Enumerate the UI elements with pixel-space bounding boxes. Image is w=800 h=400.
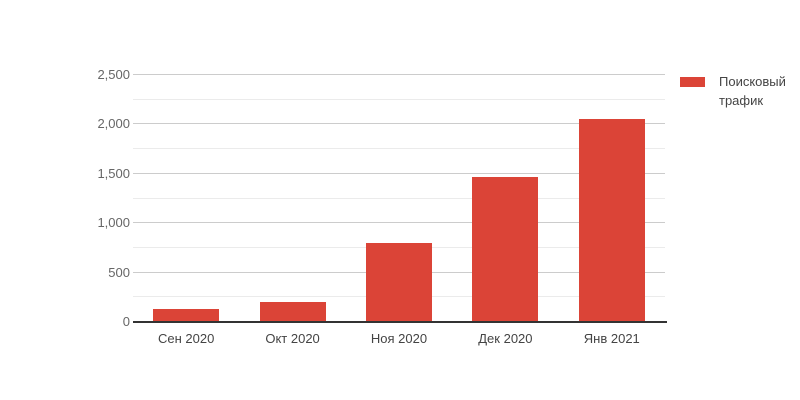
plot-area: [133, 74, 665, 322]
y-tick-label: 2,500: [97, 67, 130, 82]
y-tick-label: 1,000: [97, 215, 130, 231]
legend-label: Поисковый трафик: [719, 74, 786, 108]
x-tick-label: Окт 2020: [265, 331, 320, 346]
x-tick-label: Ноя 2020: [370, 331, 428, 346]
bar-Ноя 2020[interactable]: [366, 242, 432, 322]
x-axis-line: [133, 321, 667, 323]
gridline-major: [133, 222, 665, 224]
x-tick-label: Сен 2020: [158, 331, 215, 346]
legend-swatch: [680, 77, 705, 87]
y-tick-label: 1,500: [97, 165, 130, 181]
y-tick-label: 0: [122, 314, 130, 329]
gridline-minor: [133, 197, 665, 199]
gridline-minor: [133, 148, 665, 150]
gridline-major: [133, 74, 665, 75]
x-tick-label: Дек 2020: [478, 331, 533, 346]
bar-Окт 2020[interactable]: [259, 302, 326, 322]
y-axis: 0 500 1,000 1,500 2,000 2,500: [30, 68, 130, 329]
bar-Дек 2020[interactable]: [472, 176, 539, 322]
gridline-major: [133, 123, 665, 125]
bar-Сен 2020[interactable]: [153, 309, 220, 322]
y-tick-label: 500: [108, 264, 130, 280]
legend: Поисковый трафик: [680, 72, 800, 110]
y-tick-label: 2,000: [97, 116, 130, 132]
gridline-major: [133, 172, 665, 174]
gridline-minor: [133, 98, 665, 100]
x-tick-label: Янв 2021: [583, 331, 640, 346]
bar-Янв 2021[interactable]: [578, 119, 645, 322]
x-axis: Сен 2020 Окт 2020 Ноя 2020 Дек 2020 Янв 2021: [133, 331, 665, 349]
